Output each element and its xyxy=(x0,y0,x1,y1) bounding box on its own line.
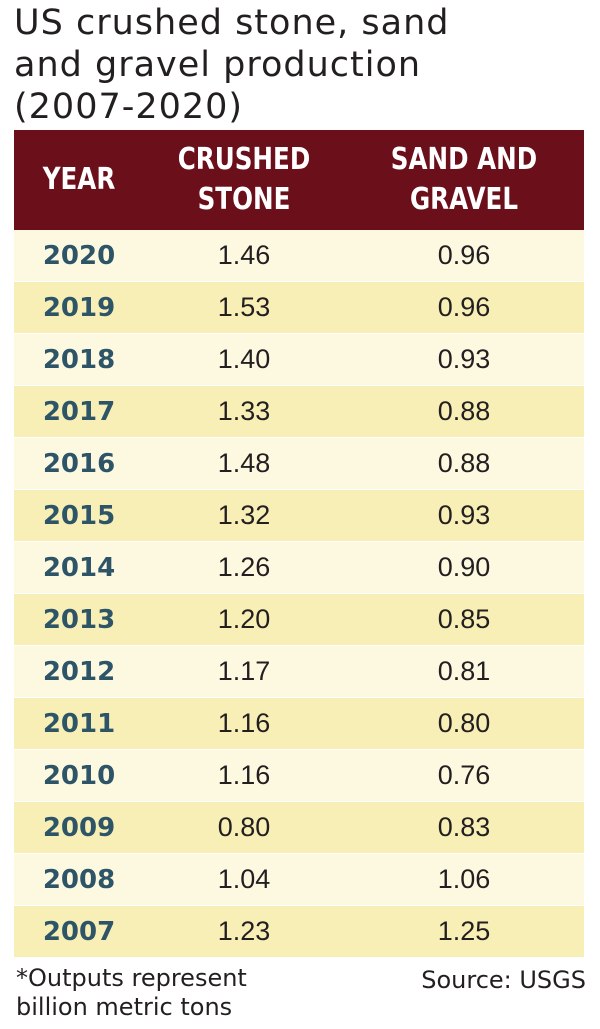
sand-and-gravel-cell: 0.96 xyxy=(344,281,584,334)
crushed-stone-cell: 1.16 xyxy=(144,749,344,802)
crushed-stone-cell: 1.32 xyxy=(144,489,344,542)
year-cell: 2010 xyxy=(14,749,144,802)
year-cell: 2019 xyxy=(14,281,144,334)
sand-and-gravel-cell: 0.81 xyxy=(344,645,584,698)
footnote-line-1: *Outputs represent xyxy=(16,964,247,992)
crushed-stone-cell: 1.20 xyxy=(144,593,344,646)
table-row: 2011 1.16 0.80 xyxy=(14,697,584,750)
table-header: YEAR CRUSHED STONE SAND AND GRAVEL xyxy=(14,130,584,230)
column-header-label: CRUSHED xyxy=(177,142,311,177)
year-cell: 2012 xyxy=(14,645,144,698)
sand-and-gravel-cell: 0.88 xyxy=(344,437,584,490)
table-row: 2016 1.48 0.88 xyxy=(14,437,584,490)
sand-and-gravel-cell: 0.90 xyxy=(344,541,584,594)
year-cell: 2008 xyxy=(14,853,144,906)
table-header-row: YEAR CRUSHED STONE SAND AND GRAVEL xyxy=(14,130,584,230)
production-table: YEAR CRUSHED STONE SAND AND GRAVEL 2020 1… xyxy=(14,130,584,958)
table-row: 2007 1.23 1.25 xyxy=(14,905,584,958)
sand-and-gravel-cell: 0.93 xyxy=(344,333,584,386)
crushed-stone-cell: 1.26 xyxy=(144,541,344,594)
year-cell: 2009 xyxy=(14,801,144,854)
chart-title-line-2: and gravel production xyxy=(14,45,422,85)
table-row: 2017 1.33 0.88 xyxy=(14,385,584,438)
sand-and-gravel-cell: 0.76 xyxy=(344,749,584,802)
column-header-sand-and-gravel: SAND AND GRAVEL xyxy=(366,130,563,230)
table-row: 2020 1.46 0.96 xyxy=(14,230,584,282)
crushed-stone-cell: 1.48 xyxy=(144,437,344,490)
year-cell: 2017 xyxy=(14,385,144,438)
sand-and-gravel-cell: 0.88 xyxy=(344,385,584,438)
crushed-stone-cell: 1.33 xyxy=(144,385,344,438)
table-row: 2012 1.17 0.81 xyxy=(14,645,584,698)
column-header-label: SAND AND xyxy=(390,142,538,177)
year-cell: 2014 xyxy=(14,541,144,594)
chart-title-line-1: US crushed stone, sand xyxy=(14,3,450,43)
year-cell: 2020 xyxy=(14,230,144,282)
table-row: 2019 1.53 0.96 xyxy=(14,281,584,334)
table-row: 2015 1.32 0.93 xyxy=(14,489,584,542)
crushed-stone-cell: 1.53 xyxy=(144,281,344,334)
sand-and-gravel-cell: 0.80 xyxy=(344,697,584,750)
year-cell: 2011 xyxy=(14,697,144,750)
year-cell: 2016 xyxy=(14,437,144,490)
table-row: 2009 0.80 0.83 xyxy=(14,801,584,854)
sand-and-gravel-cell: 0.96 xyxy=(344,230,584,282)
table-body: 2020 1.46 0.96 2019 1.53 0.96 2018 1.40 0.93 2017… xyxy=(14,230,584,958)
sand-and-gravel-cell: 1.25 xyxy=(344,905,584,958)
column-header-label: YEAR xyxy=(42,162,116,197)
table-row: 2013 1.20 0.85 xyxy=(14,593,584,646)
column-header-label: GRAVEL xyxy=(409,182,519,217)
year-cell: 2015 xyxy=(14,489,144,542)
sand-and-gravel-cell: 0.93 xyxy=(344,489,584,542)
sand-and-gravel-cell: 0.85 xyxy=(344,593,584,646)
crushed-stone-cell: 1.17 xyxy=(144,645,344,698)
footnote-line-2: billion metric tons xyxy=(16,993,233,1021)
column-header-year: YEAR xyxy=(26,130,133,230)
sand-and-gravel-cell: 1.06 xyxy=(344,853,584,906)
year-cell: 2013 xyxy=(14,593,144,646)
chart-title-line-3: (2007-2020) xyxy=(14,87,244,127)
crushed-stone-cell: 1.46 xyxy=(144,230,344,282)
crushed-stone-cell: 1.23 xyxy=(144,905,344,958)
crushed-stone-cell: 0.80 xyxy=(144,801,344,854)
table-row: 2010 1.16 0.76 xyxy=(14,749,584,802)
footnote: *Outputs represent billion metric tons xyxy=(16,964,247,1022)
source-credit: Source: USGS xyxy=(421,966,586,994)
column-header-crushed-stone: CRUSHED STONE xyxy=(162,130,326,230)
year-cell: 2018 xyxy=(14,333,144,386)
crushed-stone-cell: 1.16 xyxy=(144,697,344,750)
column-header-label: STONE xyxy=(197,182,291,217)
table-row: 2018 1.40 0.93 xyxy=(14,333,584,386)
table-row: 2008 1.04 1.06 xyxy=(14,853,584,906)
crushed-stone-cell: 1.04 xyxy=(144,853,344,906)
chart-title: US crushed stone, sand and gravel produc… xyxy=(14,2,594,128)
table-row: 2014 1.26 0.90 xyxy=(14,541,584,594)
year-cell: 2007 xyxy=(14,905,144,958)
crushed-stone-cell: 1.40 xyxy=(144,333,344,386)
sand-and-gravel-cell: 0.83 xyxy=(344,801,584,854)
